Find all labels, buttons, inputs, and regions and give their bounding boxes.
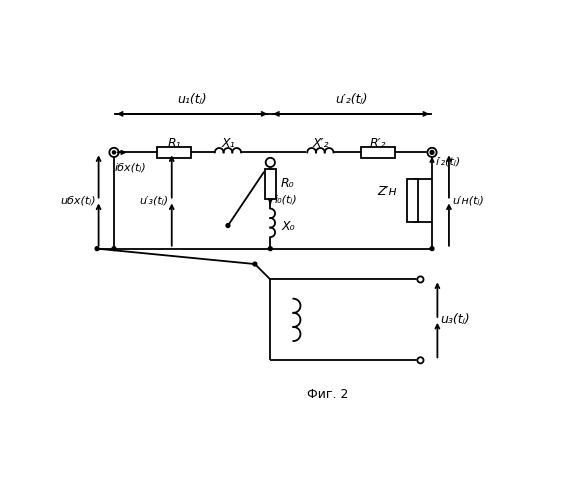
Bar — [361, 147, 395, 158]
Text: Фиг. 2: Фиг. 2 — [307, 388, 349, 402]
Circle shape — [253, 262, 257, 266]
Circle shape — [269, 246, 272, 250]
Text: X₀: X₀ — [281, 220, 295, 233]
Text: iбх(tⱼ): iбх(tⱼ) — [115, 162, 147, 172]
Circle shape — [110, 148, 118, 157]
Text: X′₂: X′₂ — [312, 136, 329, 149]
Circle shape — [95, 246, 99, 250]
Circle shape — [112, 246, 116, 250]
Text: u′₃(tⱼ): u′₃(tⱼ) — [140, 196, 169, 205]
Text: X₁: X₁ — [221, 136, 235, 149]
Text: Z′н: Z′н — [378, 185, 397, 198]
Text: u₁(tⱼ): u₁(tⱼ) — [177, 93, 207, 106]
Circle shape — [418, 276, 423, 282]
Circle shape — [266, 158, 275, 167]
Bar — [265, 170, 276, 198]
Text: i₀(tⱼ): i₀(tⱼ) — [274, 195, 297, 205]
Bar — [157, 147, 191, 158]
Bar — [407, 180, 418, 222]
Text: R₁: R₁ — [167, 136, 181, 149]
Text: u₃(tⱼ): u₃(tⱼ) — [440, 314, 470, 326]
Text: R′₂: R′₂ — [370, 136, 386, 149]
Circle shape — [113, 151, 115, 154]
Text: u′₂(tⱼ): u′₂(tⱼ) — [335, 93, 367, 106]
Text: uбх(tⱼ): uбх(tⱼ) — [60, 196, 96, 205]
Text: R₀: R₀ — [281, 178, 295, 190]
Text: u′н(tⱼ): u′н(tⱼ) — [452, 196, 484, 205]
Text: 3: 3 — [267, 158, 273, 168]
Text: 1: 1 — [111, 148, 117, 158]
Circle shape — [427, 148, 437, 157]
Circle shape — [226, 224, 230, 228]
Circle shape — [430, 150, 434, 154]
Text: i′₂(tⱼ): i′₂(tⱼ) — [436, 156, 461, 166]
Text: 2: 2 — [429, 148, 435, 158]
Circle shape — [430, 246, 434, 250]
Circle shape — [418, 357, 423, 364]
